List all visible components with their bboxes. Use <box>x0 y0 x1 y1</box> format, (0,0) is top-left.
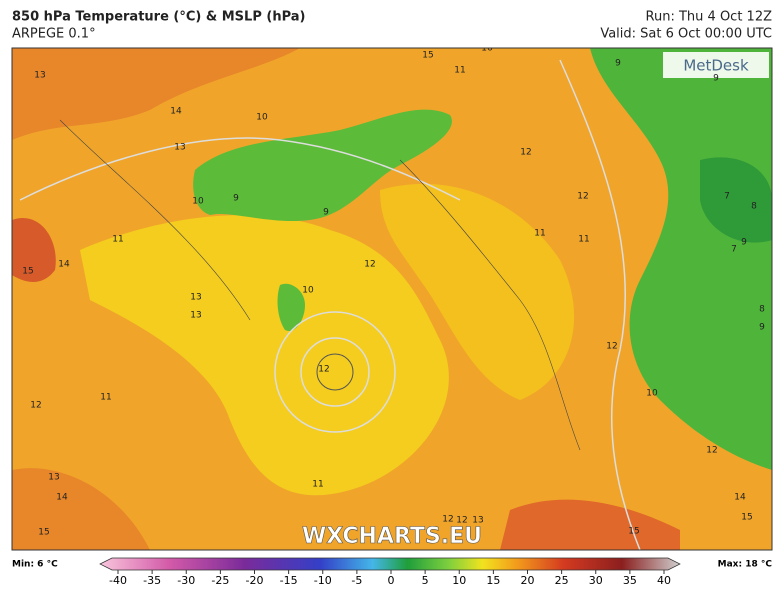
green-area <box>590 48 772 470</box>
logo-box <box>663 52 769 78</box>
contour-label: 11 <box>112 235 123 245</box>
contour-label: 11 <box>534 229 545 239</box>
contour-label: 13 <box>48 473 59 483</box>
colorbar-tick-label: -40 <box>109 574 127 587</box>
contour-label: 15 <box>38 528 49 538</box>
isobar <box>559 59 641 550</box>
contour-label: 11 <box>100 393 111 403</box>
contour-label: 12 <box>520 148 531 158</box>
contour-label: 7 <box>724 192 730 202</box>
colorbar <box>99 557 681 571</box>
contour-label: 11 <box>312 480 323 490</box>
coastline <box>59 119 251 321</box>
map: MetDesk WXCHARTS.EU 13 14 13 10 10 9 9 15 16 11 12… <box>12 44 772 550</box>
colorbar-tick-label: 0 <box>388 574 395 587</box>
colorbar-tick-label: -5 <box>351 574 362 587</box>
coastline <box>399 159 581 451</box>
contour-label: 13 <box>190 293 201 303</box>
low-pressure-contour <box>316 353 354 391</box>
warm-area <box>12 48 300 140</box>
colorbar-tick-label: 20 <box>521 574 535 587</box>
colorbar-tick-label: -35 <box>143 574 161 587</box>
model: ARPEGE 0.1° <box>12 27 96 42</box>
contour-label: 8 <box>751 202 757 212</box>
max-label: Max: 18 °C <box>718 560 773 570</box>
min-label: Min: 6 °C <box>12 560 58 570</box>
colorbar-tick-label: 30 <box>589 574 603 587</box>
contour-label: 10 <box>302 286 314 296</box>
isobar <box>274 311 396 433</box>
contour-label: 15 <box>22 267 33 277</box>
colorbar-tick-label: -15 <box>280 574 298 587</box>
contour-label: 14 <box>734 493 746 503</box>
contour-label: 8 <box>759 305 765 315</box>
contour-label: 15 <box>628 527 639 537</box>
hot-area <box>12 218 56 282</box>
colorbar-tick-label: 35 <box>623 574 637 587</box>
contour-label: 12 <box>364 260 375 270</box>
colorbar-tick-label: 10 <box>452 574 466 587</box>
dark-green-area <box>700 157 772 243</box>
contour-label: 10 <box>646 389 658 399</box>
contour-label: 11 <box>454 66 465 76</box>
contour-label: 9 <box>759 323 765 333</box>
contour-label: 15 <box>422 51 433 61</box>
warm-area <box>12 468 150 550</box>
run: Run: Thu 4 Oct 12Z <box>646 10 773 25</box>
colorbar-tick-label: 40 <box>657 574 671 587</box>
contour-label: 11 <box>578 235 589 245</box>
contour-label: 12 <box>577 192 588 202</box>
contour-label: 12 <box>318 365 329 375</box>
contour-label: 10 <box>192 197 204 207</box>
contour-label: 13 <box>174 143 185 153</box>
colorbar-tick-label: 15 <box>486 574 500 587</box>
contour-label: 9 <box>233 194 239 204</box>
colorbar-tick-label: 5 <box>422 574 429 587</box>
contour-label: 16 <box>481 44 493 54</box>
title: 850 hPa Temperature (°C) & MSLP (hPa) <box>12 10 305 25</box>
logo: MetDesk <box>683 57 749 75</box>
yellow-area <box>380 183 575 400</box>
colorbar-tick-label: -25 <box>211 574 229 587</box>
colorbar-tick-label: -10 <box>314 574 332 587</box>
isobar <box>300 337 370 407</box>
valid: Valid: Sat 6 Oct 00:00 UTC <box>600 27 772 42</box>
contour-label: 12 <box>456 516 467 526</box>
contour-label: 14 <box>56 493 68 503</box>
contour-label: 9 <box>713 74 719 84</box>
contour-label: 13 <box>190 311 201 321</box>
contour-label: 9 <box>741 238 747 248</box>
green-area <box>193 109 452 222</box>
map-frame <box>11 47 773 551</box>
green-area <box>277 283 305 331</box>
isobar <box>19 137 461 201</box>
contour-label: 9 <box>615 59 621 69</box>
contour-label: 7 <box>731 245 737 255</box>
colorbar-tick-label: 25 <box>555 574 569 587</box>
contour-label: 12 <box>30 401 41 411</box>
contour-label: 13 <box>34 71 45 81</box>
colorbar-tick-label: -30 <box>177 574 195 587</box>
colorbar-tick-label: -20 <box>246 574 264 587</box>
yellow-area <box>80 215 449 496</box>
contour-label: 15 <box>741 513 752 523</box>
watermark: WXCHARTS.EU <box>302 524 482 549</box>
contour-label: 13 <box>472 516 483 526</box>
contour-label: 14 <box>58 260 70 270</box>
contour-label: 9 <box>323 208 329 218</box>
contour-label: 12 <box>606 342 617 352</box>
contour-label: 12 <box>442 515 453 525</box>
contour-label: 10 <box>256 113 268 123</box>
contour-label: 14 <box>170 107 182 117</box>
contour-label: 12 <box>706 446 717 456</box>
